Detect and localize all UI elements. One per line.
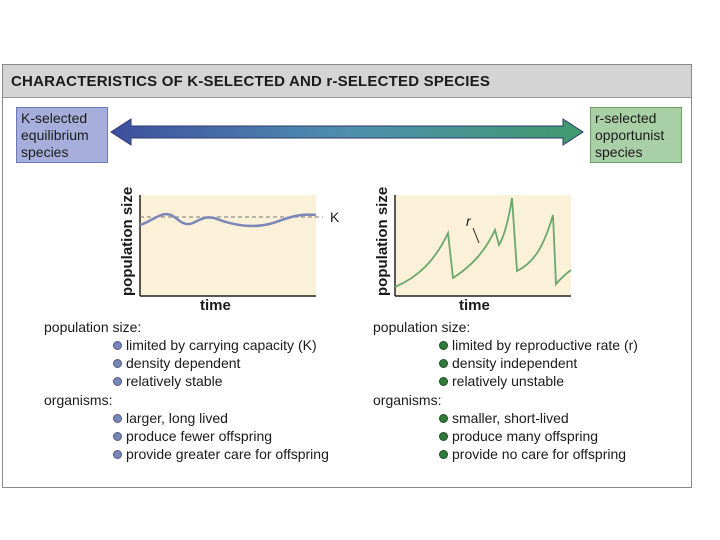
r-organisms-item: provide no care for offspring <box>439 446 626 462</box>
k-box-line: species <box>21 144 69 160</box>
spectrum-arrow <box>110 118 584 146</box>
k-organisms-heading: organisms: <box>44 392 113 408</box>
bullet-icon <box>439 449 448 459</box>
r-population-item-text: relatively unstable <box>452 373 565 389</box>
r-population-item: density independent <box>439 355 577 371</box>
diagram-graphics <box>110 118 584 297</box>
k-organisms-item: provide greater care for offspring <box>113 446 329 462</box>
figure-panel: CHARACTERISTICS OF K-SELECTED AND r-SELE… <box>2 64 692 488</box>
k-population-item: density dependent <box>113 355 240 371</box>
bullet-icon <box>439 413 448 423</box>
r-population-item-text: limited by reproductive rate (r) <box>452 337 638 353</box>
r-organisms-item-text: smaller, short-lived <box>452 410 569 426</box>
figure-title: CHARACTERISTICS OF K-SELECTED AND r-SELE… <box>11 73 491 90</box>
r-organisms-item-text: provide no care for offspring <box>452 446 627 462</box>
k-graph-xlabel: time <box>200 297 231 314</box>
k-population-curve <box>139 212 317 228</box>
bullet-icon <box>439 431 448 441</box>
title-bar: CHARACTERISTICS OF K-SELECTED AND r-SELE… <box>3 65 691 98</box>
r-population-item: limited by reproductive rate (r) <box>439 337 638 353</box>
k-graph-area <box>140 195 316 296</box>
r-organisms-item-text: produce many offspring <box>452 428 599 444</box>
r-box-line: opportunist <box>595 127 665 143</box>
bullet-icon <box>439 376 448 386</box>
k-population-item-text: relatively stable <box>126 373 223 389</box>
r-box-line: species <box>595 144 643 160</box>
r-organisms-item: produce many offspring <box>439 428 598 444</box>
k-box-line: equilibrium <box>21 127 89 143</box>
bullet-icon <box>113 431 122 441</box>
r-organisms-item: smaller, short-lived <box>439 410 569 426</box>
r-graph-xlabel: time <box>459 297 490 314</box>
k-marker-label: K <box>330 209 340 225</box>
r-marker-label: r <box>466 213 471 229</box>
bullet-icon <box>439 358 448 368</box>
k-population-item: relatively stable <box>113 373 223 389</box>
r-box-line: r-selected <box>595 110 657 126</box>
bullet-icon <box>113 449 122 459</box>
k-organisms-item: produce fewer offspring <box>113 428 272 444</box>
k-organisms-item: larger, long lived <box>113 410 228 426</box>
r-graph-area <box>395 195 571 296</box>
bullet-icon <box>113 340 122 350</box>
r-population-curve <box>394 197 572 288</box>
r-graph-ylabel: population size <box>374 186 391 296</box>
k-population-item-text: density dependent <box>126 355 241 371</box>
k-graph-ylabel: population size <box>119 186 136 296</box>
k-organisms-item-text: provide greater care for offspring <box>126 446 329 462</box>
bullet-icon <box>439 340 448 350</box>
k-organisms-item-text: larger, long lived <box>126 410 228 426</box>
r-organisms-heading: organisms: <box>373 392 442 408</box>
r-population-item: relatively unstable <box>439 373 564 389</box>
r-selected-box: r-selected opportunist species <box>590 107 682 163</box>
k-population-item-text: limited by carrying capacity (K) <box>126 337 317 353</box>
bullet-icon <box>113 376 122 386</box>
k-population-item: limited by carrying capacity (K) <box>113 337 317 353</box>
r-population-heading: population size: <box>373 319 471 335</box>
k-population-heading: population size: <box>44 319 142 335</box>
k-selected-box: K-selected equilibrium species <box>16 107 108 163</box>
bullet-icon <box>113 413 122 423</box>
bullet-icon <box>113 358 122 368</box>
r-population-item-text: density independent <box>452 355 578 371</box>
k-box-line: K-selected <box>21 110 88 126</box>
k-organisms-item-text: produce fewer offspring <box>126 428 273 444</box>
r-marker-pointer <box>472 227 480 244</box>
